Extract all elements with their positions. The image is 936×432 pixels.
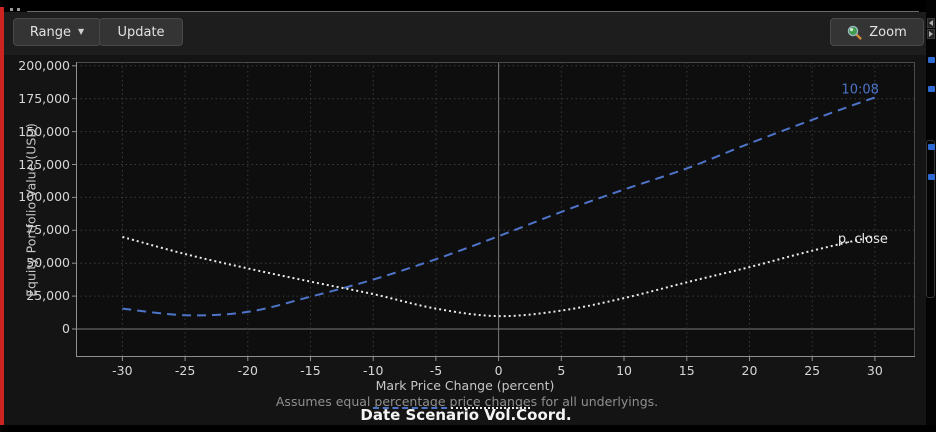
series-label: 10:08	[841, 82, 878, 97]
scenario-tab-label: Date Scenario Vol.Coord.	[360, 406, 572, 424]
legend-line-sample-10-08	[373, 407, 447, 409]
zoom-button-label: Zoom	[869, 24, 907, 40]
collapse-left-button[interactable]	[927, 18, 935, 28]
chevron-down-icon: ▼	[78, 27, 85, 36]
x-tick-label: 15	[678, 363, 695, 378]
magnifier-icon	[848, 25, 862, 40]
y-tick-label: 175,000	[18, 90, 70, 106]
plot-area: 10:08 p. close	[72, 62, 915, 361]
zoom-button[interactable]: Zoom	[830, 18, 924, 46]
x-tick-label: 10	[616, 363, 632, 378]
collapse-right-button[interactable]	[927, 29, 935, 39]
window-bottom-border	[0, 425, 936, 432]
titlebar-divider	[27, 11, 919, 12]
x-axis-title: Mark Price Change (percent)	[375, 378, 555, 393]
y-tick-label: 150,000	[18, 123, 70, 139]
window-grip-dot	[17, 8, 20, 11]
chart-footnote: Assumes equal percentage price changes f…	[275, 394, 659, 409]
y-tick-label: 75,000	[26, 222, 70, 238]
range-button[interactable]: Range ▼	[13, 18, 101, 46]
x-tick-label: -20	[237, 363, 259, 378]
x-tick-label: -30	[112, 363, 133, 378]
plot-border	[76, 62, 915, 357]
x-tick-label: -25	[174, 363, 196, 378]
update-button-label: Update	[117, 24, 165, 40]
strip-scrollbar-thumb[interactable]	[926, 140, 935, 298]
x-tick-label: 25	[804, 363, 821, 378]
y-tick-label: 125,000	[18, 156, 70, 172]
y-tick-label: 25,000	[26, 288, 70, 304]
series-label: p. close	[838, 232, 888, 247]
x-tick-label: -5	[429, 363, 443, 378]
x-tick-label: 5	[557, 363, 566, 378]
legend-line-sample-p-close	[451, 407, 530, 409]
panel-marker	[928, 57, 935, 63]
panel-marker	[928, 144, 935, 150]
update-button[interactable]: Update	[99, 18, 183, 46]
x-tick-label: 20	[741, 363, 758, 378]
window-accent-stripe	[0, 7, 4, 428]
range-button-label: Range	[29, 24, 72, 40]
series-line-p-close	[122, 235, 876, 318]
plot-background	[76, 62, 915, 357]
triangle-right-icon	[929, 31, 933, 37]
toolbar: Range ▼ Update Zoom	[4, 12, 926, 55]
y-tick-label: 100,000	[18, 189, 70, 205]
x-tick-label: -15	[300, 363, 321, 378]
y-tick-label: 0	[62, 320, 70, 336]
right-panel-strip	[926, 0, 936, 432]
x-tick-label: 0	[494, 363, 503, 378]
y-tick-label: 200,000	[18, 57, 70, 73]
panel-marker	[928, 174, 935, 180]
window-grip-dot	[10, 8, 13, 11]
y-tick-label: 50,000	[26, 255, 70, 271]
triangle-left-icon	[929, 20, 933, 26]
panel-marker	[928, 86, 935, 92]
x-tick-label: 30	[866, 363, 883, 378]
x-tick-label: -10	[363, 363, 384, 378]
y-axis-title: Equity Portfolio Value (USD)	[23, 123, 39, 297]
